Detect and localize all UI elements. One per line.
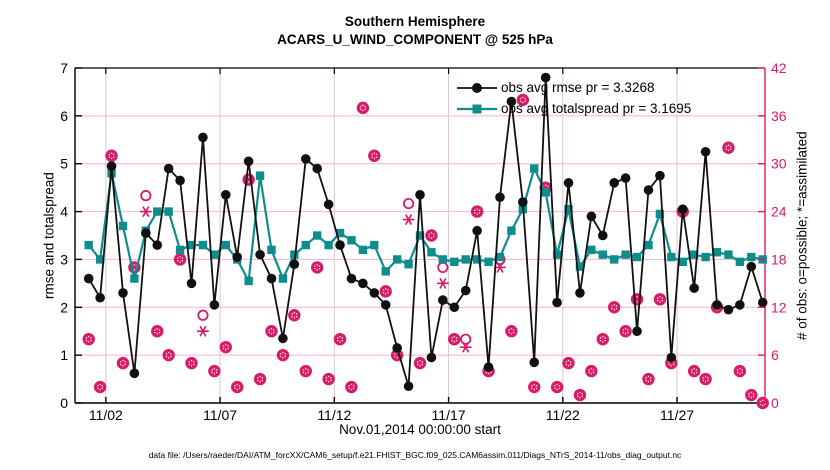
svg-text:42: 42 xyxy=(771,60,787,76)
legend-label-totalspread: obs avg totalspread pr = 3.1695 xyxy=(501,101,692,116)
svg-text:11/27: 11/27 xyxy=(660,407,694,423)
rmse-line-marker-icon xyxy=(457,82,497,93)
svg-text:2: 2 xyxy=(60,299,68,315)
totalspread-line-marker-icon xyxy=(457,104,497,113)
legend-row-rmse: obs avg rmse pr = 3.3268 xyxy=(456,77,691,98)
svg-text:18: 18 xyxy=(771,251,787,267)
legend-label-rmse: obs avg rmse pr = 3.3268 xyxy=(501,80,655,95)
svg-text:11/22: 11/22 xyxy=(546,407,580,423)
y-axis-label-left: rmse and totalspread xyxy=(41,172,57,299)
svg-text:36: 36 xyxy=(771,108,787,124)
legend-row-totalspread: obs avg totalspread pr = 3.1695 xyxy=(456,98,691,119)
svg-text:1: 1 xyxy=(60,347,68,363)
svg-text:4: 4 xyxy=(60,204,68,220)
svg-text:11/17: 11/17 xyxy=(432,407,466,423)
chart-title: Southern Hemisphere ACARS_U_WIND_COMPONE… xyxy=(0,13,830,49)
legend: obs avg rmse pr = 3.3268 obs avg totalsp… xyxy=(456,77,691,119)
svg-text:5: 5 xyxy=(60,156,68,172)
svg-text:24: 24 xyxy=(771,204,787,220)
y-axis-label-right: # of obs: o=possible; *=assimilated xyxy=(794,131,810,340)
title-line2: ACARS_U_WIND_COMPONENT @ 525 hPa xyxy=(277,32,553,47)
svg-text:11/02: 11/02 xyxy=(89,407,123,423)
svg-text:11/07: 11/07 xyxy=(203,407,237,423)
svg-text:30: 30 xyxy=(771,156,787,172)
svg-text:7: 7 xyxy=(60,60,68,76)
svg-text:0: 0 xyxy=(771,395,779,411)
svg-text:0: 0 xyxy=(60,395,68,411)
title-line1: Southern Hemisphere xyxy=(344,14,486,29)
x-axis-label: Nov.01,2014 00:00:00 start xyxy=(339,422,501,437)
svg-text:3: 3 xyxy=(60,251,68,267)
svg-text:6: 6 xyxy=(771,347,779,363)
svg-text:6: 6 xyxy=(60,108,68,124)
data-file-caption: data file: /Users/raeder/DAI/ATM_forcXX/… xyxy=(148,450,682,460)
svg-text:11/12: 11/12 xyxy=(317,407,351,423)
svg-text:12: 12 xyxy=(771,299,787,315)
